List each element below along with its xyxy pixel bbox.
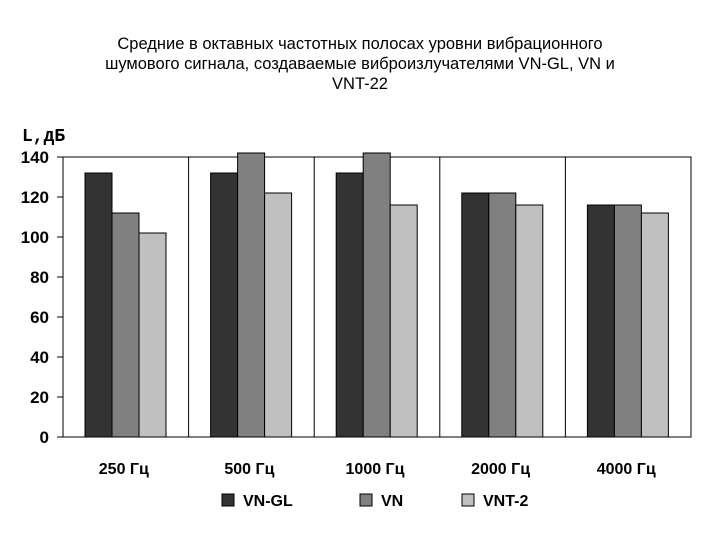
y-tick-label: 40 xyxy=(30,348,49,367)
y-tick-label: 80 xyxy=(30,268,49,287)
legend-label-vn-gl: VN-GL xyxy=(243,493,293,510)
y-tick-label: 120 xyxy=(21,188,49,207)
y-tick-label: 20 xyxy=(30,388,49,407)
chart-title-line-1: Средние в октавных частотных полосах уро… xyxy=(117,35,603,53)
bar-vn xyxy=(111,212,140,438)
bar-vnt-2 xyxy=(515,204,544,438)
bar-vn-gl xyxy=(461,192,490,438)
bar-vnt-2 xyxy=(264,192,293,438)
bar-vnt-2 xyxy=(389,204,418,438)
chart-title-line-3: VNT-22 xyxy=(332,75,388,93)
y-axis-label: L,дБ xyxy=(22,127,65,147)
legend-swatch-vn xyxy=(359,493,373,507)
bar-vn-gl xyxy=(210,172,239,438)
bar-vn xyxy=(362,152,391,438)
x-category-label: 500 Гц xyxy=(224,461,274,478)
chart-title: Средние в октавных частотных полосах уро… xyxy=(40,34,680,94)
bar-vn xyxy=(613,204,642,438)
legend-label-vn: VN xyxy=(381,493,403,510)
x-category-label: 2000 Гц xyxy=(471,461,530,478)
bar-vnt-2 xyxy=(640,212,669,438)
y-tick-label: 0 xyxy=(40,428,49,447)
y-tick-label: 140 xyxy=(21,148,49,167)
legend-swatch-vnt-2 xyxy=(461,493,475,507)
y-tick-label: 100 xyxy=(21,228,49,247)
bar-vn-gl xyxy=(335,172,364,438)
bar-vn-gl xyxy=(84,172,113,438)
legend-swatch-vn-gl xyxy=(221,493,235,507)
plot-area: 0 20 40 60 80 100 120 140 250 Гц 500 Гц 1000 Гц 200… xyxy=(21,148,692,478)
bar-vn xyxy=(488,192,517,438)
legend: VN-GL VN VNT-2 xyxy=(221,493,528,510)
y-tick-label: 60 xyxy=(30,308,49,327)
x-category-label: 250 Гц xyxy=(99,461,149,478)
x-category-label: 1000 Гц xyxy=(346,461,405,478)
legend-label-vnt-2: VNT-2 xyxy=(483,493,528,510)
chart-title-line-2: шумового сигнала, создаваемые виброизлуч… xyxy=(105,55,615,73)
x-category-label: 4000 Гц xyxy=(597,461,656,478)
bar-vn xyxy=(237,152,266,438)
bar-vn-gl xyxy=(586,204,615,438)
bar-vnt-2 xyxy=(138,232,167,438)
